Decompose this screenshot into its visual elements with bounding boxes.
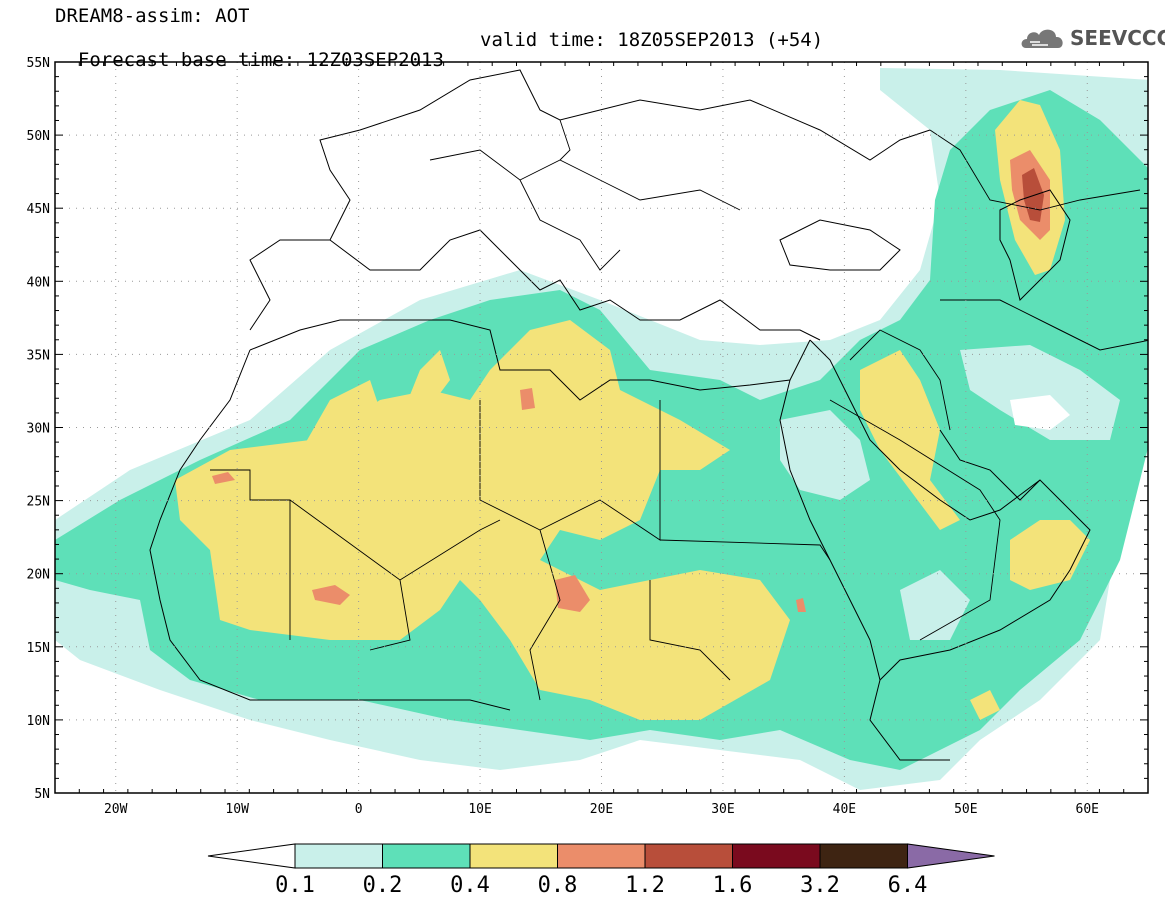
border-europe-3	[559, 119, 571, 161]
border-europe-2	[519, 179, 621, 271]
lat-tick-label: 20N	[27, 568, 50, 583]
border-saudi	[829, 399, 1001, 641]
map-title: DREAM8-assim: AOT	[55, 5, 250, 27]
lon-tick-label: 30E	[711, 802, 734, 817]
lat-tick-label: 30N	[27, 422, 50, 437]
lon-tick-label: 0	[355, 802, 363, 817]
border-mauritania	[210, 469, 291, 640]
cloud-icon	[1021, 29, 1063, 48]
aot-field-0.8-libya	[520, 388, 535, 410]
colorbar-segment	[644, 843, 733, 869]
lon-tick-label: 60E	[1076, 802, 1099, 817]
lat-tick-label: 10N	[27, 714, 50, 729]
lat-tick-label: 5N	[34, 787, 50, 802]
aot-field-1.2-caspian	[1022, 168, 1044, 222]
aot-field-clear-yemen	[900, 570, 970, 640]
base-time-label: Forecast base time: 12Z03SEP2013	[77, 49, 444, 71]
lat-tick-label: 40N	[27, 275, 50, 290]
border-algeria-mali	[289, 499, 501, 581]
axis-ticks	[54, 61, 1149, 794]
lon-tick-label: 20W	[104, 802, 128, 817]
aot-field-0.8-mauritania	[212, 472, 235, 484]
lon-tick-label: 20E	[590, 802, 613, 817]
colorbar-segment	[382, 843, 471, 869]
colorbar-arrow-low	[207, 843, 296, 869]
coastline-persian-gulf	[939, 429, 1041, 501]
coastlines	[149, 69, 1148, 761]
colorbar-label: 3.2	[800, 873, 840, 898]
border-libya	[479, 400, 661, 541]
country-borders	[210, 119, 1141, 701]
lon-tick-label: 10W	[225, 802, 249, 817]
lat-tick-label: 25N	[27, 495, 50, 510]
lon-tick-labels: 20W 10W 0 10E 20E 30E 40E 50E 60E	[104, 802, 1099, 817]
coastline-red-sea	[779, 379, 950, 761]
colorbar-label: 0.4	[450, 873, 490, 898]
colorbar-segment	[294, 843, 383, 869]
border-sudan	[659, 539, 831, 561]
coastline-caspian	[999, 189, 1071, 301]
grid-lines	[55, 62, 1148, 793]
lat-tick-label: 45N	[27, 202, 50, 217]
border-egypt-sudan	[649, 580, 731, 681]
lon-tick-label: 50E	[954, 802, 977, 817]
aot-colorbar	[207, 843, 995, 869]
aot-field-0.8-mali	[312, 585, 350, 605]
aot-field-0.4-sahara	[175, 320, 790, 720]
colorbar-labels: 0.1 0.2 0.4 0.8 1.2 1.6 3.2 6.4	[275, 873, 927, 898]
aot-field-0.4-oman	[1010, 520, 1090, 590]
colorbar-segment	[819, 843, 908, 869]
aot-field-white-iran	[1010, 395, 1070, 430]
logo-text: SEEVCCC	[1070, 26, 1165, 50]
lat-tick-label: 15N	[27, 641, 50, 656]
lon-tick-label: 40E	[833, 802, 856, 817]
colorbar-label: 0.2	[363, 873, 403, 898]
border-chad	[529, 529, 561, 701]
aot-fields	[55, 68, 1148, 790]
colorbar-segment	[732, 843, 821, 869]
colorbar-label: 0.8	[538, 873, 578, 898]
lon-tick-label: 10E	[468, 802, 491, 817]
aot-field-0.4-iraq	[860, 350, 960, 530]
colorbar-segment	[469, 843, 558, 869]
coastline-europe	[249, 69, 931, 331]
colorbar-label: 0.1	[275, 873, 315, 898]
forecast-time-line: Forecast base time: 12Z03SEP2013 valid t…	[55, 30, 823, 90]
seevccc-logo: SEEVCCC	[1018, 22, 1165, 54]
coastline-north-africa	[249, 319, 811, 401]
lat-tick-label: 55N	[27, 56, 50, 71]
border-mali-niger	[369, 579, 411, 651]
lat-tick-label: 35N	[27, 348, 50, 363]
coastline-mediterranean-north	[329, 229, 821, 341]
colorbar-label: 1.2	[625, 873, 665, 898]
border-iraq	[849, 329, 951, 431]
lat-tick-labels: 55N 50N 45N 40N 35N 30N 25N 20N 15N 10N 5N	[27, 56, 50, 802]
coastline-black-sea	[779, 219, 901, 271]
lat-tick-label: 50N	[27, 129, 50, 144]
coastline-iran	[940, 299, 1148, 351]
colorbar-segment	[557, 843, 646, 869]
aot-field-0.4-atlas	[400, 350, 450, 420]
valid-time-label: valid time: 18Z05SEP2013 (+54)	[480, 29, 824, 51]
aot-field-0.8-chad	[555, 575, 590, 612]
colorbar-label: 6.4	[888, 873, 928, 898]
colorbar-arrow-high	[907, 843, 995, 869]
colorbar-label: 1.6	[713, 873, 753, 898]
border-caucasus	[929, 129, 1141, 211]
aot-field-clear-east	[960, 345, 1120, 440]
aot-field-0.4-horn	[970, 690, 1000, 720]
aot-field-0.8-sudan	[796, 598, 806, 612]
aot-field-clear-nile	[780, 410, 870, 500]
coastline-west-africa	[149, 349, 511, 711]
border-europe-1	[429, 149, 741, 211]
aot-field-0.4-morocco	[290, 380, 380, 490]
